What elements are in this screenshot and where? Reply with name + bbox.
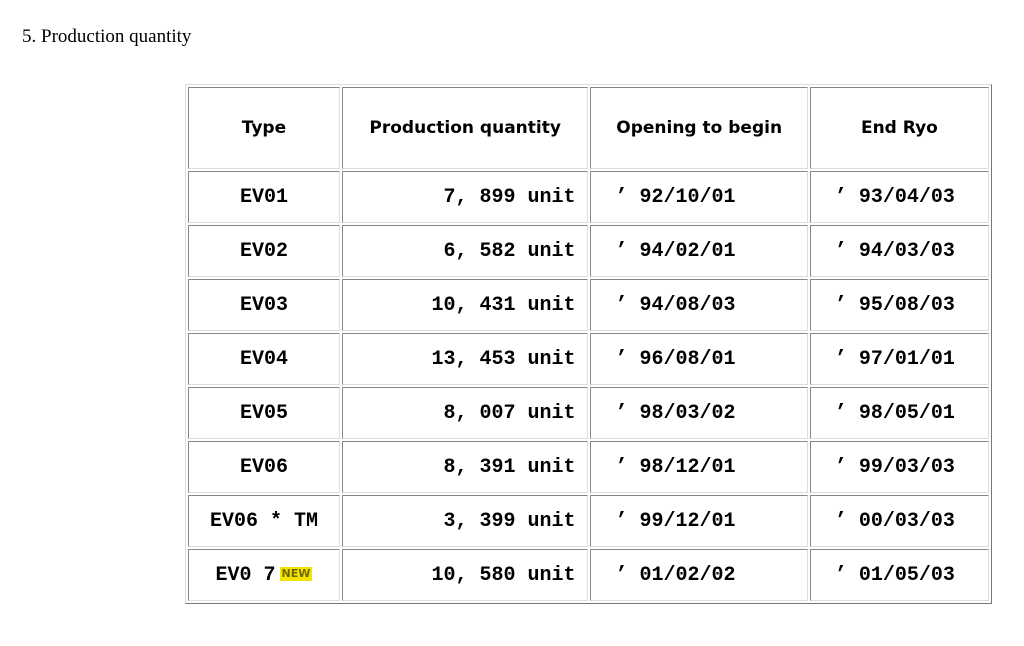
table-cell: ’ 01/05/03 [809, 549, 989, 601]
new-badge: NEW [279, 567, 313, 582]
table-cell: ’ 98/05/01 [809, 387, 989, 439]
cell-text: 10, 580 unit [431, 563, 576, 587]
table-cell: ’ 93/04/03 [809, 171, 989, 223]
cell-text: EV0 7 [215, 563, 276, 587]
table-cell: EV0 7 NEW [188, 549, 340, 601]
cell-text: ’ 99/12/01 [615, 509, 736, 533]
table-cell: EV02 [188, 225, 340, 277]
table-cell: ’ 96/08/01 [590, 333, 808, 385]
cell-text: EV06 [239, 455, 288, 479]
table-cell: ’ 98/12/01 [590, 441, 808, 493]
cell-text: ’ 99/03/03 [834, 455, 955, 479]
production-table: Type Production quantity Opening to begin E… [185, 84, 992, 604]
column-header: Production quantity [341, 87, 589, 169]
cell-text: ’ 94/08/03 [615, 293, 736, 317]
column-header: Opening to begin [590, 87, 808, 169]
cell-text: 3, 399 unit [443, 509, 576, 533]
cell-text: 8, 391 unit [443, 455, 576, 479]
table-row: EV03 10, 431 unit ’ 94/08/03 ’ 95/08/03 [188, 279, 989, 331]
cell-text: 7, 899 unit [443, 185, 576, 209]
cell-text: ’ 96/08/01 [615, 347, 736, 371]
table-cell: ’ 92/10/01 [590, 171, 808, 223]
heading: 5. Production quantity [22, 26, 192, 47]
cell-text: EV03 [239, 293, 288, 317]
table-cell: ’ 95/08/03 [809, 279, 989, 331]
table-cell: ’ 94/02/01 [590, 225, 808, 277]
table-cell: ’ 94/08/03 [590, 279, 808, 331]
cell-text: 10, 431 unit [431, 293, 576, 317]
table-row: EV02 6, 582 unit ’ 94/02/01 ’ 94/03/03 [188, 225, 989, 277]
cell-text: ’ 98/03/02 [615, 401, 736, 425]
table-cell: 6, 582 unit [341, 225, 589, 277]
table-cell: 10, 431 unit [341, 279, 589, 331]
table-cell: ’ 97/01/01 [809, 333, 989, 385]
column-header: Type [188, 87, 340, 169]
table-row: EV06 * TM 3, 399 unit ’ 99/12/01 ’ 00/03/03 [188, 495, 989, 547]
table-cell: ’ 94/03/03 [809, 225, 989, 277]
table-cell: EV01 [188, 171, 340, 223]
header-row: Type Production quantity Opening to begin E… [188, 87, 989, 169]
table-cell: ’ 01/02/02 [590, 549, 808, 601]
cell-text: ’ 98/12/01 [615, 455, 736, 479]
cell-text: EV02 [239, 239, 288, 263]
table-cell: 3, 399 unit [341, 495, 589, 547]
table-row: EV04 13, 453 unit ’ 96/08/01 ’ 97/01/01 [188, 333, 989, 385]
table-cell: 10, 580 unit [341, 549, 589, 601]
cell-text: ’ 97/01/01 [834, 347, 955, 371]
cell-text: ’ 94/02/01 [615, 239, 736, 263]
cell-text: EV01 [239, 185, 288, 209]
table-cell: ’ 99/03/03 [809, 441, 989, 493]
table-row: EV0 7 NEW 10, 580 unit ’ 01/02/02 ’ 01/05/03 [188, 549, 989, 601]
table-cell: 7, 899 unit [341, 171, 589, 223]
cell-text: 13, 453 unit [431, 347, 576, 371]
table-cell: 13, 453 unit [341, 333, 589, 385]
cell-text: ’ 00/03/03 [834, 509, 955, 533]
table-row: EV01 7, 899 unit ’ 92/10/01 ’ 93/04/03 [188, 171, 989, 223]
table-body: EV01 7, 899 unit ’ 92/10/01 ’ 93/04/03 EV02 6… [188, 171, 989, 601]
column-header: End Ryo [809, 87, 989, 169]
table-cell: ’ 00/03/03 [809, 495, 989, 547]
cell-text: ’ 98/05/01 [834, 401, 955, 425]
table-cell: EV03 [188, 279, 340, 331]
cell-text: ’ 94/03/03 [834, 239, 955, 263]
table-cell: EV04 [188, 333, 340, 385]
cell-text: EV05 [239, 401, 288, 425]
cell-text: 8, 007 unit [443, 401, 576, 425]
cell-text: ’ 93/04/03 [834, 185, 955, 209]
cell-text: ’ 01/05/03 [834, 563, 955, 587]
cell-text: ’ 92/10/01 [615, 185, 736, 209]
cell-text: ’ 95/08/03 [834, 293, 955, 317]
table-cell: ’ 99/12/01 [590, 495, 808, 547]
table-cell: EV06 * TM [188, 495, 340, 547]
table-cell: ’ 98/03/02 [590, 387, 808, 439]
cell-text: ’ 01/02/02 [615, 563, 736, 587]
table-cell: EV05 [188, 387, 340, 439]
table-row: EV05 8, 007 unit ’ 98/03/02 ’ 98/05/01 [188, 387, 989, 439]
cell-text: EV04 [239, 347, 288, 371]
table-cell: 8, 007 unit [341, 387, 589, 439]
cell-text: EV06 * TM [209, 509, 318, 533]
cell-text: 6, 582 unit [443, 239, 576, 263]
table-cell: EV06 [188, 441, 340, 493]
table-row: EV06 8, 391 unit ’ 98/12/01 ’ 99/03/03 [188, 441, 989, 493]
table-cell: 8, 391 unit [341, 441, 589, 493]
